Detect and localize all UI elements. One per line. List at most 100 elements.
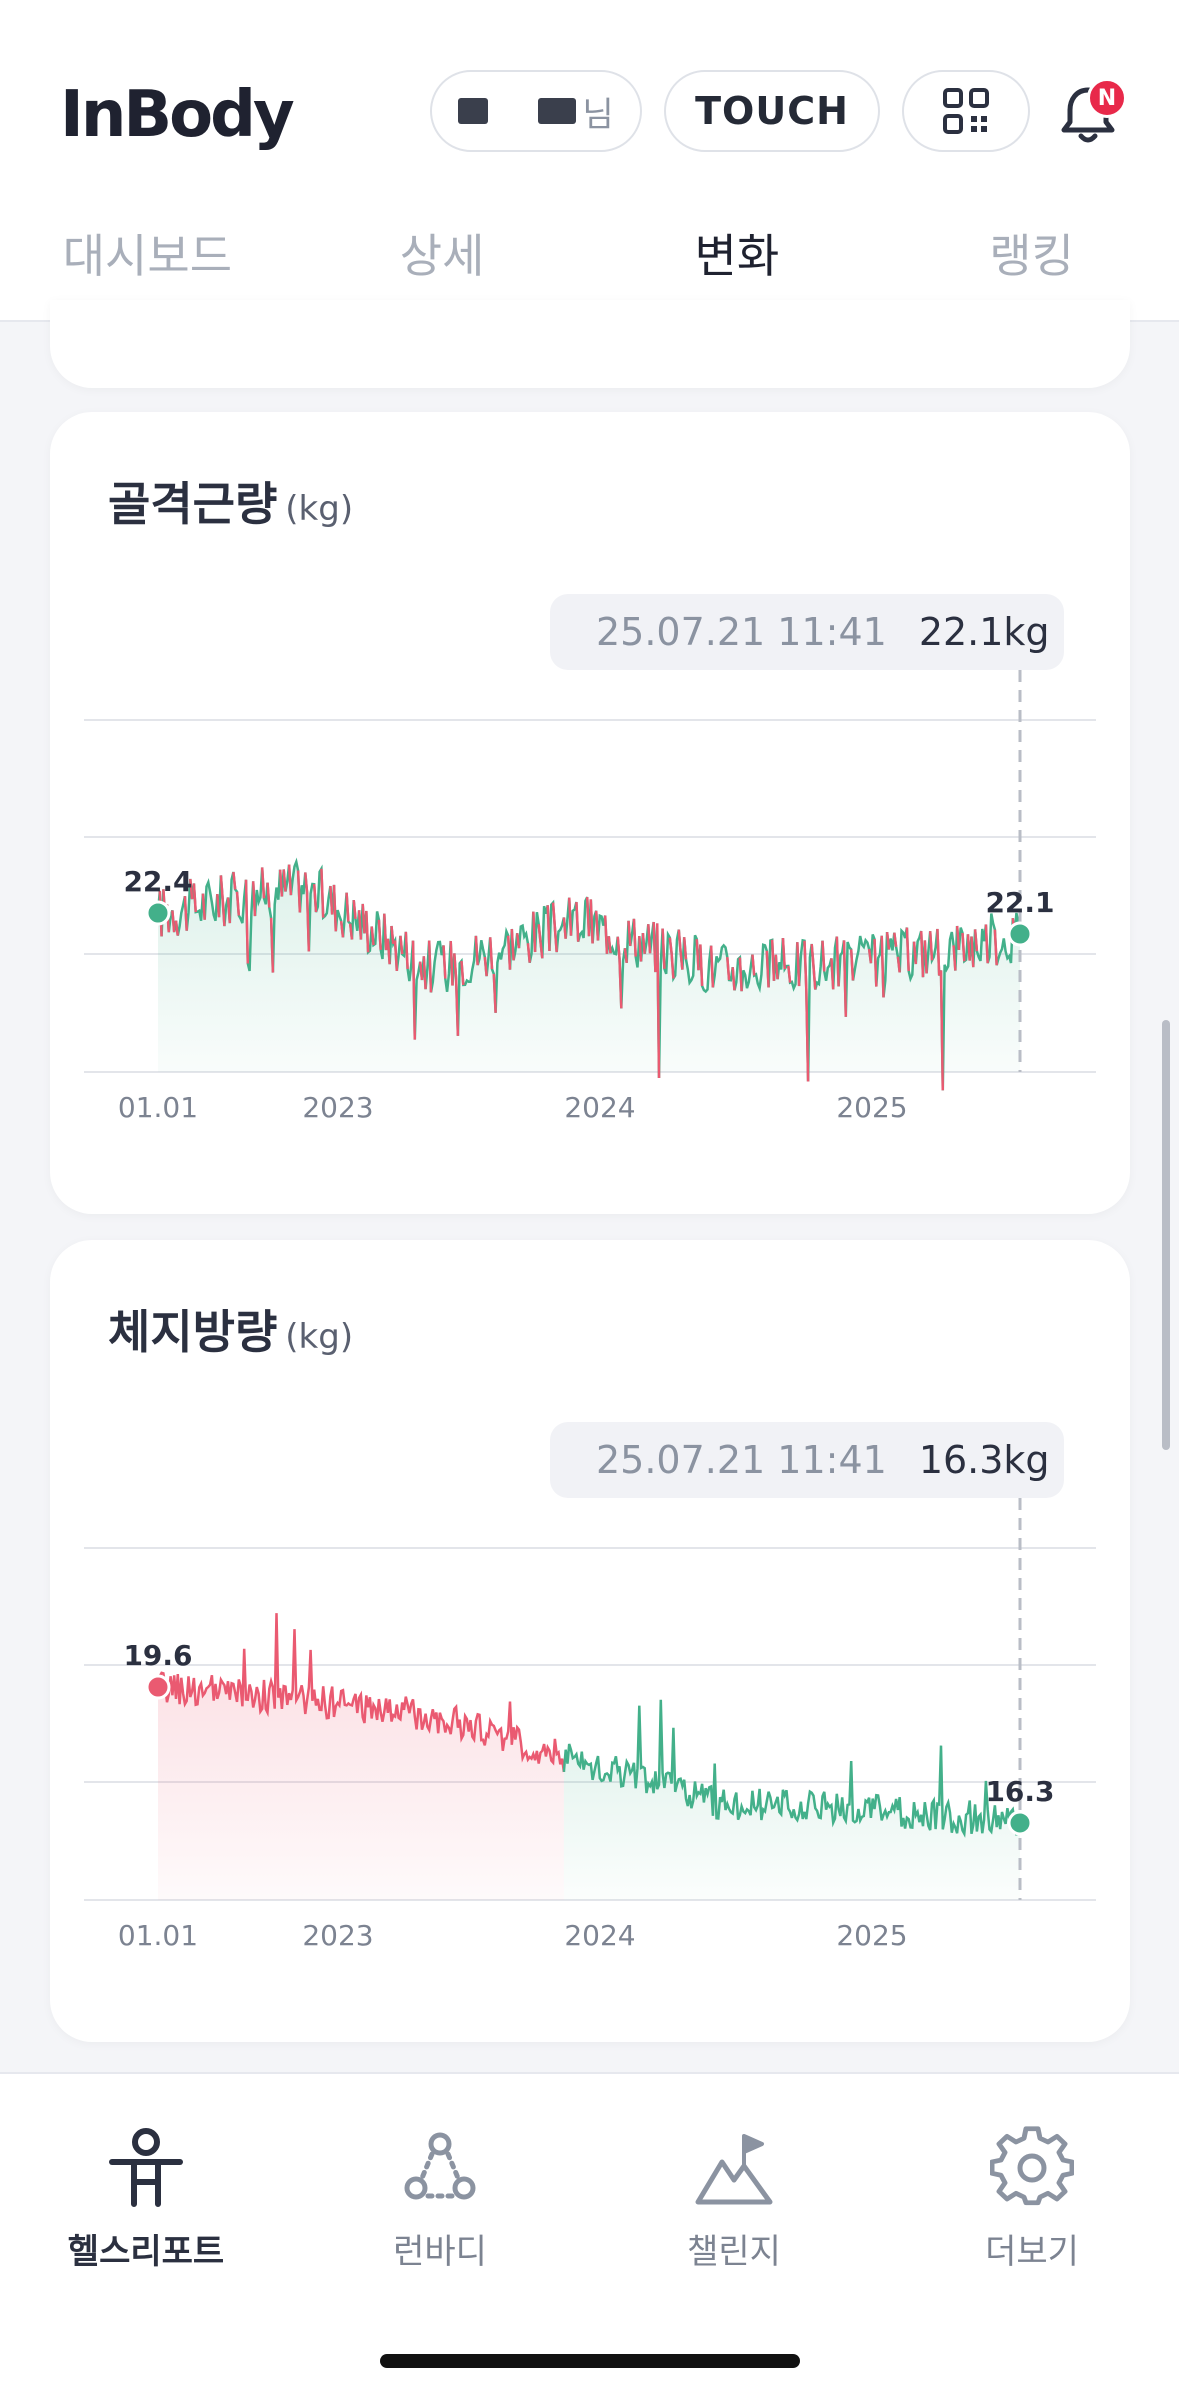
series-decrease-segment: [670, 953, 675, 979]
series-decrease-segment: [454, 978, 460, 1036]
series-decrease-segment: [305, 892, 311, 952]
person-icon: [109, 2128, 183, 2207]
card-title-text: 골격근량: [108, 477, 278, 531]
series-decrease-segment: [984, 924, 989, 964]
series-decrease-segment: [537, 924, 542, 943]
series-decrease-segment: [970, 936, 975, 968]
series-decrease-segment: [928, 931, 934, 961]
skeletal-muscle-chart[interactable]: 22.4 22.1 01.01 2023 2024 2025: [50, 412, 1130, 1214]
series-decrease-segment: [189, 878, 194, 900]
series-decrease-segment: [171, 910, 176, 933]
tab-ranking[interactable]: 랭킹: [989, 229, 1074, 283]
x-tick-label: 2024: [564, 1919, 635, 1952]
series-decrease-segment: [867, 948, 873, 964]
series-decrease-segment: [296, 870, 302, 913]
series-decrease-segment: [936, 928, 941, 976]
series-decrease-segment: [647, 924, 652, 954]
series-area-fill: [158, 1613, 564, 1900]
series-decrease-segment: [594, 910, 600, 941]
series-decrease-segment: [251, 881, 257, 917]
series-decrease-segment: [880, 935, 885, 998]
series-decrease-segment: [418, 961, 424, 981]
inbody-logo: InBody: [60, 78, 295, 152]
home-indicator: [380, 2354, 800, 2368]
series-decrease-segment: [677, 929, 682, 952]
body-fat-chart[interactable]: 19.6 16.3 01.01 2023 2024 2025: [50, 1240, 1130, 2042]
series-decrease-segment: [562, 917, 567, 939]
series-decrease-segment: [616, 936, 621, 959]
tab-detail[interactable]: 상세: [399, 229, 485, 283]
series-decrease-segment: [661, 928, 666, 969]
card-title-text: 체지방량: [108, 1305, 278, 1359]
tooltip-value: 22.1kg: [918, 610, 1050, 654]
series-decrease-segment: [781, 938, 786, 970]
x-tick-label: 2024: [564, 1091, 635, 1124]
series-decrease-segment: [618, 958, 623, 1009]
scrollbar[interactable]: [1162, 1020, 1170, 1450]
nav-health-report[interactable]: 헬스리포트: [46, 2126, 246, 2273]
app-header: InBody 님 TOUCH N 대시보드 상세 변화 랭킹: [0, 0, 1179, 322]
redacted-name-block: [458, 98, 489, 124]
series-decrease-segment: [751, 954, 756, 976]
x-tick-label: 2025: [836, 1091, 907, 1124]
series-decrease-segment: [282, 869, 287, 892]
end-point: [1007, 1810, 1033, 1836]
series-decrease-segment: [492, 973, 497, 1013]
series-decrease-segment: [567, 897, 573, 936]
series-decrease-segment: [449, 940, 454, 986]
series-decrease-segment: [731, 967, 736, 991]
series-decrease-segment: [993, 929, 998, 966]
series-decrease-segment: [510, 928, 515, 961]
series-decrease-segment: [638, 935, 643, 962]
series-decrease-segment: [232, 871, 237, 890]
tooltip-value: 16.3kg: [918, 1438, 1050, 1482]
series-decrease-segment: [546, 905, 551, 951]
series-decrease-segment: [955, 925, 961, 951]
card-title: 체지방량 (kg): [108, 1296, 353, 1362]
series-decrease-segment: [348, 923, 354, 940]
series-decrease-segment: [787, 965, 792, 983]
series-decrease-segment: [726, 957, 731, 981]
series-decrease-segment: [774, 954, 779, 980]
series-decrease-segment: [652, 921, 657, 973]
series-decrease-segment: [796, 942, 801, 987]
series-decrease-segment: [312, 884, 318, 913]
series-decrease-segment: [682, 937, 688, 960]
touch-button[interactable]: TOUCH: [664, 70, 880, 152]
previous-card-bottom: [50, 300, 1130, 388]
nav-more[interactable]: 더보기: [932, 2126, 1132, 2273]
series-decrease-segment: [893, 932, 898, 947]
series-area-fill: [563, 1699, 1020, 1900]
series-decrease-segment: [506, 935, 512, 970]
series-area-fill: [158, 861, 1020, 1091]
series-decrease-segment: [377, 919, 382, 950]
series-decrease-segment: [849, 949, 855, 981]
series-decrease-segment: [810, 943, 815, 967]
series-decrease-segment: [393, 940, 399, 971]
series-decrease-segment: [539, 941, 544, 959]
body-fat-card: 체지방량 (kg) 25.07.21 11:41 16.3kg 19.6 16.3 0…: [50, 1240, 1130, 2042]
series-decrease-segment: [404, 931, 409, 969]
series-decrease-segment: [623, 948, 628, 964]
series-decrease-segment: [244, 879, 250, 964]
user-name-button[interactable]: 님: [430, 70, 642, 152]
series-decrease-segment: [483, 956, 488, 977]
series-decrease-segment: [183, 896, 188, 931]
chart-tooltip: 25.07.21 11:41 16.3kg: [550, 1422, 1064, 1498]
tooltip-date: 25.07.21 11:41: [596, 610, 887, 654]
series-decrease-segment: [174, 920, 179, 936]
series-decrease-segment: [912, 941, 918, 965]
series-decrease-segment: [386, 938, 391, 965]
nav-challenge[interactable]: 챌린지: [634, 2126, 834, 2273]
series-decrease-segment: [553, 927, 558, 953]
series-decrease-segment: [966, 934, 971, 961]
card-title-unit: (kg): [285, 1317, 354, 1357]
qr-code-button[interactable]: [902, 70, 1030, 152]
series-decrease-segment: [365, 910, 370, 953]
tab-dashboard[interactable]: 대시보드: [62, 229, 233, 283]
series-decrease-segment: [821, 940, 826, 972]
series-decrease-segment: [390, 925, 395, 945]
nav-runbody[interactable]: 런바디: [340, 2126, 540, 2273]
series-decrease-segment: [835, 936, 840, 987]
series-decrease-segment: [812, 965, 817, 990]
